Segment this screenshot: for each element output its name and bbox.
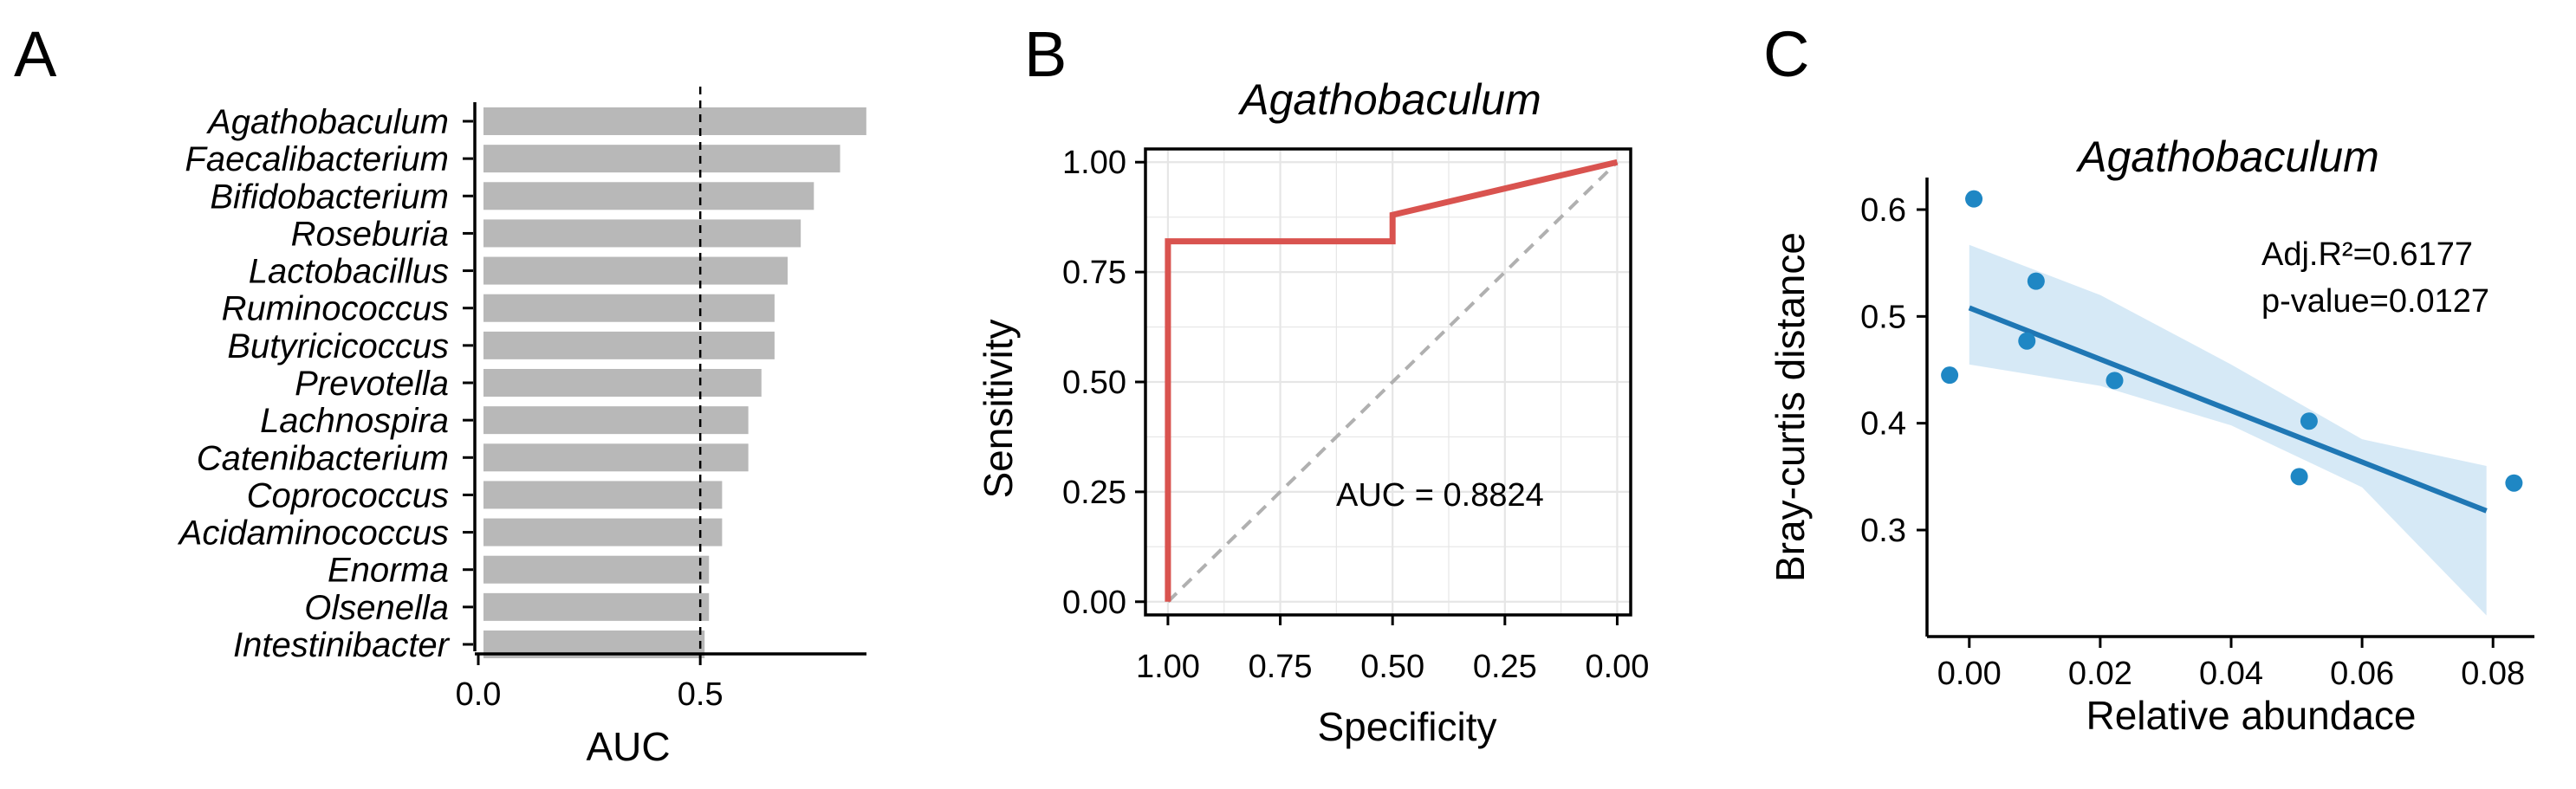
- c-data-point: [1941, 366, 1959, 385]
- b-plot: [1165, 158, 1619, 604]
- b-x-tick-label: 0.50: [1360, 649, 1424, 685]
- b-x-tick-label: 0.75: [1249, 649, 1313, 685]
- a-bar: [483, 555, 710, 584]
- a-bar: [483, 182, 814, 210]
- b-y-axis-label: Sensitivity: [976, 319, 1021, 498]
- a-bar: [483, 481, 723, 509]
- c-data-point: [2027, 272, 2045, 290]
- c-x-tick-label: 0.06: [2330, 656, 2394, 692]
- b-y-tick-label: 0.25: [1062, 475, 1126, 511]
- a-category-label: Faecalibacterium: [185, 140, 449, 178]
- a-category-label: Agathobaculum: [206, 103, 449, 141]
- a-category-label: Coprococcus: [247, 476, 449, 514]
- a-category-label: Catenibacterium: [197, 439, 449, 477]
- c-plot: [1941, 190, 2523, 616]
- b-x-tick-label: 1.00: [1136, 649, 1200, 685]
- a-category-label: Lactobacillus: [249, 253, 449, 291]
- panel-b-roc-curve: 1.00 1.00 0.75 0.75 0.50 0.50 0.25 0.25 0.00 0.00…: [976, 75, 1649, 749]
- c-y-tick-label: 0.6: [1860, 192, 1906, 229]
- c-regression-line: [1968, 305, 2488, 514]
- a-category-label: Prevotella: [295, 365, 449, 403]
- c-x-axis-label: Relative abundace: [2086, 693, 2416, 738]
- a-category-label: Bifidobacterium: [210, 178, 449, 216]
- a-category-label: Ruminococcus: [222, 290, 449, 328]
- panel-letter-c: C: [1763, 18, 1809, 90]
- a-bar: [483, 294, 775, 322]
- panel-letter-b: B: [1024, 18, 1067, 90]
- b-y-tick-label: 0.50: [1062, 365, 1126, 401]
- b-y-tick-label: 0.75: [1062, 255, 1126, 291]
- c-x-tick-label: 0.04: [2199, 656, 2263, 692]
- panel-c-scatter-regression: 0.3 0.4 0.5 0.6 0.00 0.02 0.04 0.06 0.08 Agathob…: [1768, 133, 2534, 738]
- b-y-tick-label: 0.00: [1062, 585, 1126, 621]
- b-diagonal-line: [1166, 160, 1619, 604]
- a-category-label: Lachnospira: [260, 402, 449, 440]
- a-bar: [483, 219, 801, 248]
- a-category-label: Roseburia: [291, 215, 449, 253]
- a-bar: [483, 592, 710, 621]
- c-adj-r2-annotation: Adj.R²=0.6177: [2261, 236, 2473, 273]
- c-y-tick-label: 0.5: [1860, 299, 1906, 335]
- a-category-labels: AgathobaculumFaecalibacteriumBifidobacte…: [178, 103, 451, 664]
- b-auc-annotation: AUC = 0.8824: [1336, 477, 1544, 514]
- a-x-tick-label: 0.0: [456, 676, 502, 713]
- c-data-point: [2300, 412, 2318, 430]
- b-x-axis-label: Specificity: [1317, 704, 1496, 749]
- c-x-tick-label: 0.08: [2461, 656, 2525, 692]
- c-x-tick-label: 0.00: [1937, 656, 2002, 692]
- c-y-axis-label: Bray-curtis distance: [1768, 232, 1813, 582]
- c-data-point: [2290, 468, 2308, 486]
- b-x-tick-label: 0.25: [1473, 649, 1537, 685]
- a-category-label: Acidaminococcus: [178, 514, 449, 553]
- a-bar: [483, 369, 762, 397]
- a-category-label: Butyricicoccus: [227, 327, 449, 365]
- a-axes: 0.0 0.5: [456, 102, 866, 713]
- b-y-tick-label: 1.00: [1062, 145, 1126, 181]
- c-data-point: [2505, 474, 2523, 492]
- panel-letter-a: A: [14, 18, 57, 90]
- c-y-tick-label: 0.3: [1860, 513, 1906, 549]
- c-data-point: [2106, 372, 2124, 390]
- c-confidence-band: [1969, 244, 2487, 616]
- a-bar: [483, 443, 749, 472]
- b-title: Agathobaculum: [1237, 75, 1541, 124]
- a-bar: [483, 107, 866, 135]
- b-axes: 1.00 1.00 0.75 0.75 0.50 0.50 0.25 0.25 0.00 0.00: [1062, 145, 1649, 685]
- a-x-tick-label: 0.5: [678, 676, 723, 713]
- a-category-label: Intestinibacter: [233, 626, 451, 664]
- c-axes: 0.3 0.4 0.5 0.6 0.00 0.02 0.04 0.06 0.08: [1860, 178, 2534, 692]
- a-bars: [483, 87, 866, 658]
- c-p-value-annotation: p-value=0.0127: [2261, 283, 2489, 320]
- c-x-tick-label: 0.02: [2068, 656, 2132, 692]
- panel-a-auc-bar-chart: AgathobaculumFaecalibacteriumBifidobacte…: [178, 87, 866, 769]
- a-category-label: Enorma: [328, 552, 449, 590]
- a-category-label: Olsenella: [304, 589, 449, 627]
- b-roc-curve: [1165, 158, 1619, 602]
- a-bar: [483, 331, 775, 359]
- c-y-tick-label: 0.4: [1860, 406, 1906, 443]
- a-bar: [483, 145, 840, 173]
- c-data-point: [1965, 190, 1983, 208]
- a-bar: [483, 406, 749, 435]
- c-title: Agathobaculum: [2075, 133, 2378, 181]
- c-data-point: [2018, 332, 2036, 350]
- a-bar: [483, 518, 723, 546]
- b-x-tick-label: 0.00: [1585, 649, 1649, 685]
- a-bar: [483, 256, 788, 285]
- a-x-axis-label: AUC: [586, 724, 670, 769]
